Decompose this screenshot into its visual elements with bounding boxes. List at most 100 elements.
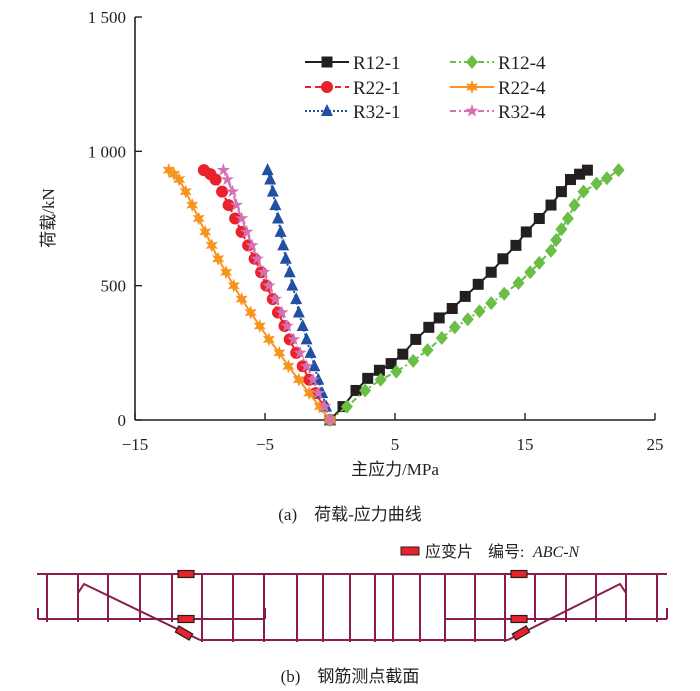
data-point [245,238,259,251]
data-point [306,372,320,386]
series-R32-1 [261,163,336,425]
numbering-format: ABC-N [532,544,581,561]
data-point [179,184,192,199]
data-point [407,353,420,368]
strain-gauge-legend-icon [400,546,420,556]
strain-gauge [174,625,194,641]
data-point [435,331,448,346]
strain-gauge-legend-label: 应变片 [425,542,473,561]
x-tick-label: −15 [122,435,149,454]
data-point [568,198,581,213]
data-point [186,198,199,213]
data-point [167,167,181,182]
data-point [423,321,435,333]
data-point [461,312,474,327]
data-point [220,172,234,186]
legend-item-R32-1: R32-1 [305,102,401,123]
data-point [300,332,313,345]
data-point [296,318,309,331]
series-R12-4 [324,163,625,427]
y-tick-label: 0 [118,411,127,430]
data-point [510,239,522,251]
series-R32-4 [216,163,337,426]
data-point [264,172,277,185]
data-point [234,211,249,225]
data-point [390,364,403,379]
data-point [385,358,397,370]
data-point [446,303,458,315]
data-point [268,292,283,305]
series-R22-4 [162,163,337,427]
data-point [373,364,385,376]
y-axis-label: 荷载/kN [39,188,58,248]
data-point [272,211,284,224]
data-point [173,172,186,187]
data-point [273,345,286,360]
data-point [497,253,509,265]
data-point [250,251,264,265]
legend-item-R22-4: R22-4 [450,78,546,99]
data-point [311,386,325,399]
data-point [219,265,233,280]
data-point [205,238,218,253]
legend-marker [321,56,333,68]
data-point [269,198,282,211]
strain-gauge-legend: 应变片 编号: ABC-N [400,542,581,561]
data-point [577,184,590,199]
data-point [485,296,498,311]
right-bent-bar [507,582,627,641]
data-point [473,304,486,319]
data-point [240,224,254,238]
data-point [550,232,563,247]
strain-gauge [510,569,528,579]
data-point [257,265,271,278]
data-point [421,343,434,358]
data-point [290,292,303,305]
data-point [318,399,332,413]
legend-marker [321,81,333,93]
data-point [192,211,205,226]
data-point [286,278,299,291]
data-point [545,199,557,211]
legend-label: R32-1 [353,102,401,123]
legend-label: R12-1 [353,53,401,74]
data-point [286,332,301,346]
data-point [225,184,240,198]
y-tick-label: 500 [101,277,127,296]
caption-b: (b) 钢筋测点截面 [280,667,420,686]
data-point [485,266,497,278]
data-point [266,184,279,197]
series-R22-1 [197,164,336,426]
data-point [162,163,175,178]
data-point [374,372,387,387]
legend-marker [321,104,333,116]
data-point [612,163,625,178]
data-point [359,383,372,398]
data-point [274,224,287,237]
data-point [512,275,525,290]
rebar-cage [37,573,668,642]
ticks: −15 −5 5 15 25 0 500 1 000 1 500 [88,8,664,454]
data-point [362,372,374,384]
data-point [524,265,537,280]
data-point [216,163,231,176]
data-point [520,226,532,238]
data-point [253,319,266,333]
data-point [292,372,305,387]
load-stress-chart: −15 −5 5 15 25 0 500 1 000 1 500 主应力/MPa 荷载/kN R… [39,8,664,479]
data-point [299,359,314,372]
strain-gauges [174,569,531,641]
data-point [459,290,471,302]
legend-label: R32-4 [498,102,546,123]
x-tick-label: −5 [256,435,274,454]
data-point [235,292,248,307]
caption-a: (a) 荷载-应力曲线 [278,505,422,524]
data-point [581,164,593,176]
data-point [410,333,422,345]
legend-marker [465,80,479,94]
data-point [212,251,225,266]
data-point [533,255,546,270]
rebar-section-diagram: 应变片 编号: ABC-N [37,542,668,642]
strain-gauge [177,614,195,624]
data-point [565,174,576,186]
